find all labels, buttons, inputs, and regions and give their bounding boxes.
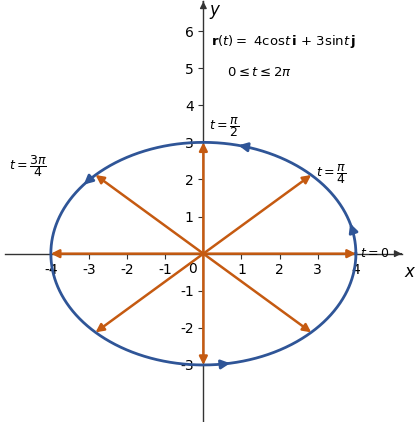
Text: 0: 0 — [188, 262, 196, 276]
Text: $t = 0$: $t = 0$ — [360, 247, 389, 260]
Text: $t = \dfrac{\pi}{2}$: $t = \dfrac{\pi}{2}$ — [209, 115, 239, 139]
Text: $y$: $y$ — [209, 3, 221, 21]
Text: $0 \leq t \leq 2\pi$: $0 \leq t \leq 2\pi$ — [227, 66, 292, 79]
Text: $t = \dfrac{3\pi}{4}$: $t = \dfrac{3\pi}{4}$ — [9, 154, 47, 179]
Text: $\mathbf{r}(t) = $ 4cos$t\,\mathbf{i}$ + 3sin$t\,\mathbf{j}$: $\mathbf{r}(t) = $ 4cos$t\,\mathbf{i}$ +… — [211, 33, 356, 50]
Text: $x$: $x$ — [404, 263, 416, 281]
Text: $t = \dfrac{\pi}{4}$: $t = \dfrac{\pi}{4}$ — [316, 162, 346, 186]
